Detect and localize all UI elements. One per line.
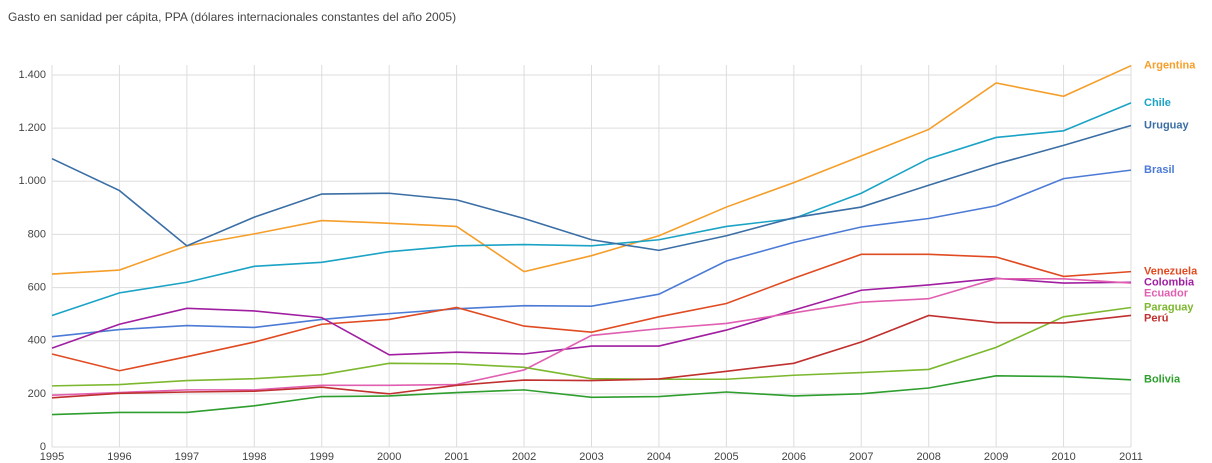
legend-label: Paraguay xyxy=(1144,301,1194,313)
x-tick-label: 1996 xyxy=(107,451,131,463)
series-line xyxy=(51,64,1132,275)
x-tick-label: 1998 xyxy=(242,451,266,463)
legend-label: Ecuador xyxy=(1144,288,1189,300)
x-tick-label: 2004 xyxy=(647,451,671,463)
y-tick-label: 600 xyxy=(28,281,46,293)
y-tick-label: 200 xyxy=(28,388,46,400)
x-tick-label: 2001 xyxy=(444,451,468,463)
series-line xyxy=(51,277,1132,356)
legend-label: Brasil xyxy=(1144,164,1175,176)
x-tick-label: 1995 xyxy=(40,451,64,463)
y-tick-label: 800 xyxy=(28,228,46,240)
series-line xyxy=(51,374,1132,416)
y-tick-label: 1.200 xyxy=(18,122,46,134)
x-tick-label: 2006 xyxy=(782,451,806,463)
x-tick-label: 2000 xyxy=(377,451,401,463)
legend-label: Venezuela xyxy=(1144,266,1198,278)
x-tick-label: 2011 xyxy=(1119,451,1143,463)
series-line xyxy=(51,278,1132,396)
legend-label: Perú xyxy=(1144,312,1168,324)
x-tick-label: 1997 xyxy=(175,451,199,463)
series-line xyxy=(51,314,1132,399)
chart-title: Gasto en sanidad per cápita, PPA (dólare… xyxy=(8,10,456,24)
x-tick-label: 2007 xyxy=(849,451,873,463)
series-line xyxy=(51,124,1132,252)
legend-label: Uruguay xyxy=(1144,119,1190,131)
x-tick-label: 1999 xyxy=(310,451,334,463)
legend-label: Argentina xyxy=(1144,60,1196,72)
series-line xyxy=(51,253,1132,372)
y-tick-label: 1.400 xyxy=(18,69,46,81)
legend-label: Colombia xyxy=(1144,277,1195,289)
x-tick-label: 2003 xyxy=(579,451,603,463)
legend-label: Bolivia xyxy=(1144,374,1181,386)
y-tick-label: 400 xyxy=(28,335,46,347)
x-tick-label: 2008 xyxy=(916,451,940,463)
x-tick-label: 2009 xyxy=(984,451,1008,463)
series-line xyxy=(51,169,1132,338)
legend-label: Chile xyxy=(1144,97,1171,109)
y-tick-label: 0 xyxy=(40,441,46,453)
x-tick-label: 2005 xyxy=(714,451,738,463)
x-tick-label: 2010 xyxy=(1051,451,1075,463)
y-tick-label: 1.000 xyxy=(18,175,46,187)
series-line xyxy=(51,306,1132,387)
series-line xyxy=(51,102,1132,317)
x-tick-label: 2002 xyxy=(512,451,536,463)
